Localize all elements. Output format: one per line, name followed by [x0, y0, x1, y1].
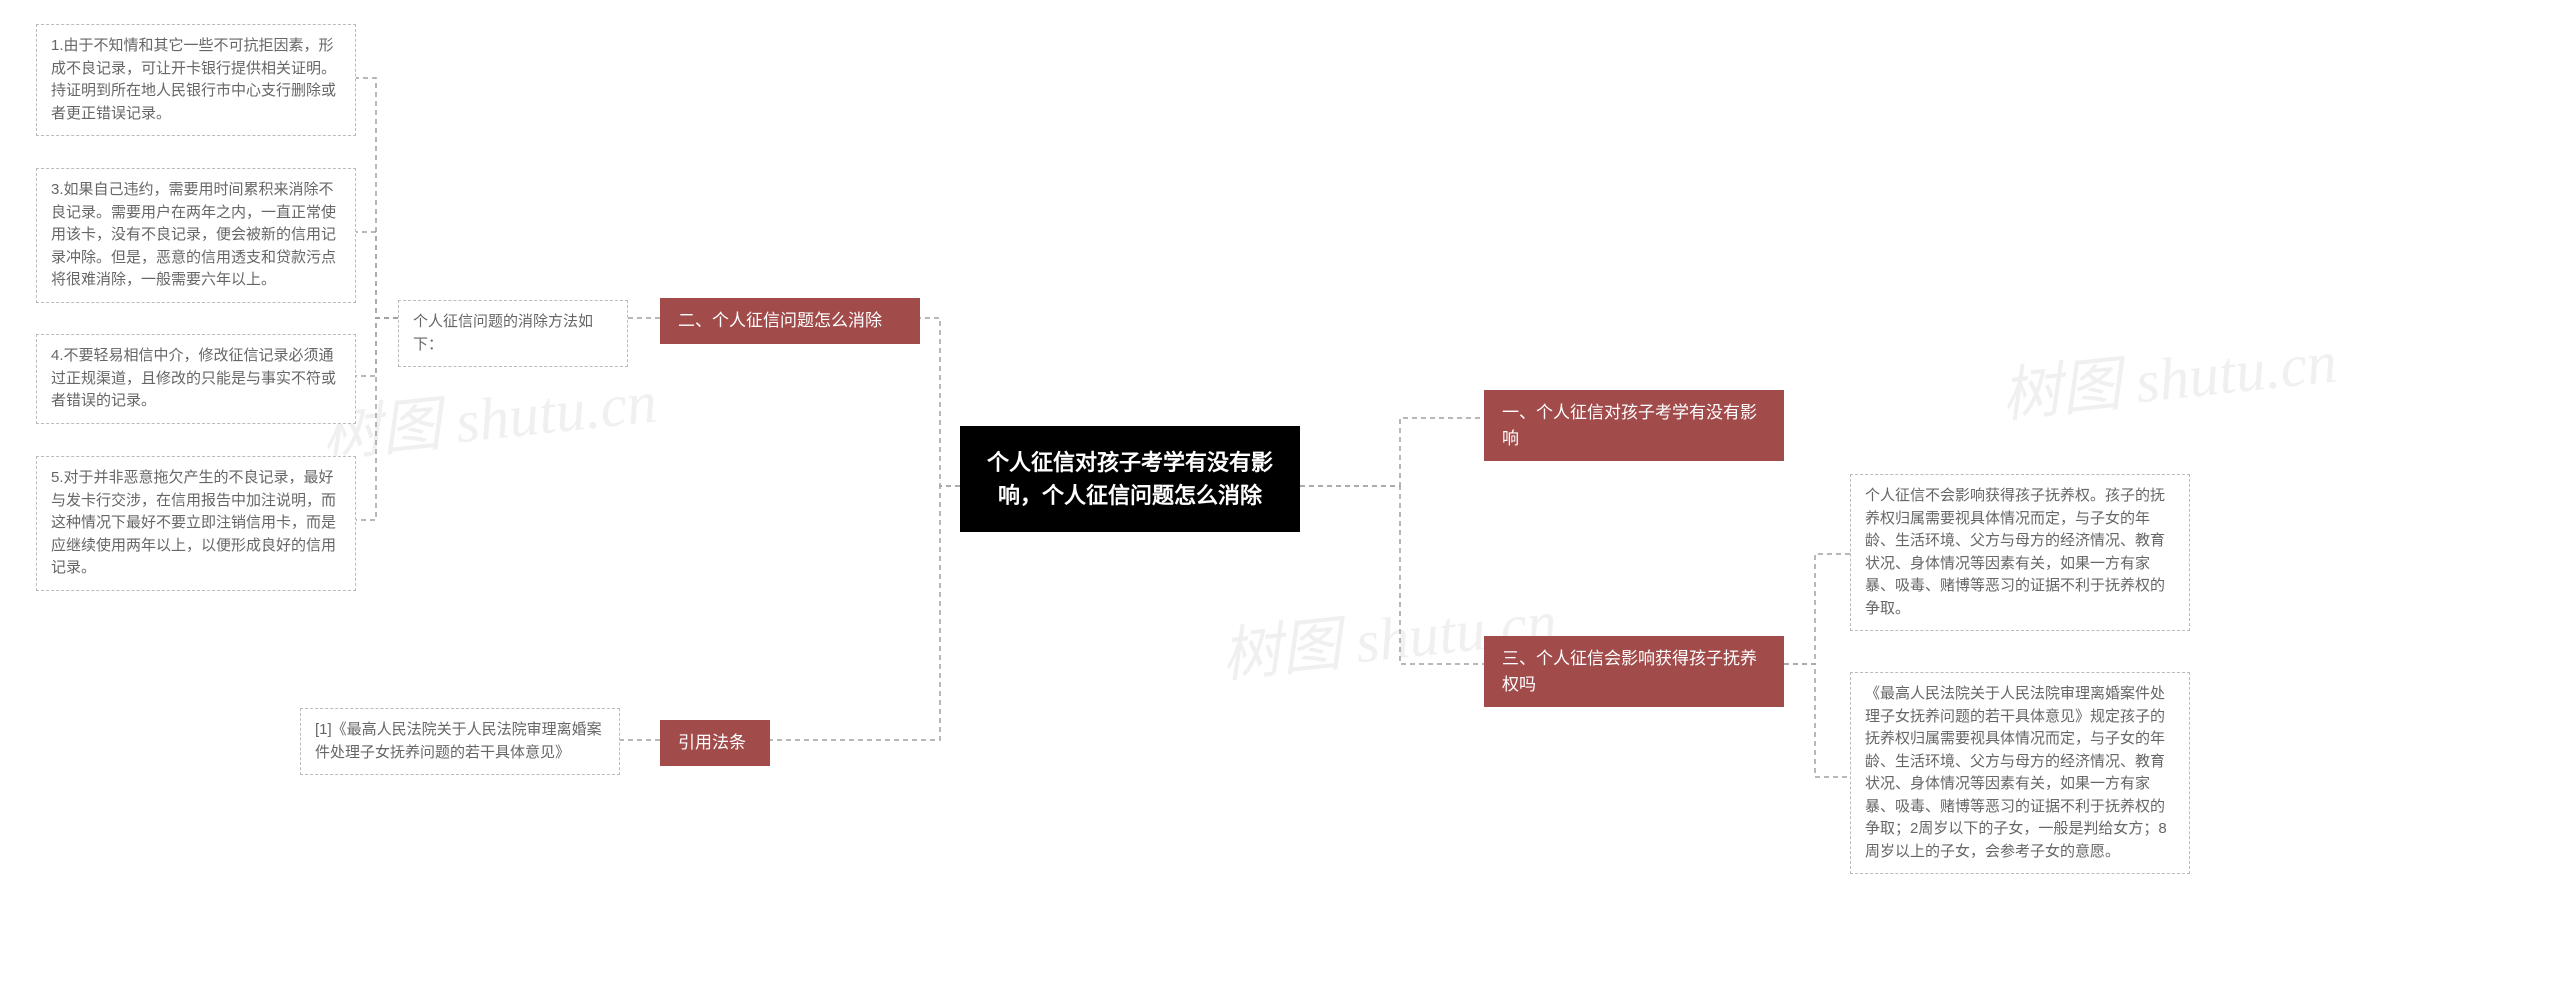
leaf-b3c2: 《最高人民法院关于人民法院审理离婚案件处理子女抚养问题的若干具体意见》规定孩子的…	[1850, 672, 2190, 874]
watermark: 树图 shutu.cn	[1996, 313, 2340, 435]
sub-node-b2: 个人征信问题的消除方法如下：	[398, 300, 628, 367]
leaf-b3c1: 个人征信不会影响获得孩子抚养权。孩子的抚养权归属需要视具体情况而定，与子女的年龄…	[1850, 474, 2190, 631]
center-topic: 个人征信对孩子考学有没有影响，个人征信问题怎么消除	[960, 426, 1300, 532]
leaf-b2c2: 3.如果自己违约，需要用时间累积来消除不良记录。需要用户在两年之内，一直正常使用…	[36, 168, 356, 303]
branch-node-3: 三、个人征信会影响获得孩子抚养权吗	[1484, 636, 1784, 707]
leaf-b2c4: 5.对于并非恶意拖欠产生的不良记录，最好与发卡行交涉，在信用报告中加注说明，而这…	[36, 456, 356, 591]
branch-node-1: 一、个人征信对孩子考学有没有影响	[1484, 390, 1784, 461]
leaf-b4c1: [1]《最高人民法院关于人民法院审理离婚案件处理子女抚养问题的若干具体意见》	[300, 708, 620, 775]
leaf-b2c1: 1.由于不知情和其它一些不可抗拒因素，形成不良记录，可让开卡银行提供相关证明。持…	[36, 24, 356, 136]
leaf-b2c3: 4.不要轻易相信中介，修改征信记录必须通过正规渠道，且修改的只能是与事实不符或者…	[36, 334, 356, 424]
watermark: 树图 shutu.cn	[316, 353, 660, 475]
branch-node-2: 二、个人征信问题怎么消除	[660, 298, 920, 344]
branch-node-4: 引用法条	[660, 720, 770, 766]
